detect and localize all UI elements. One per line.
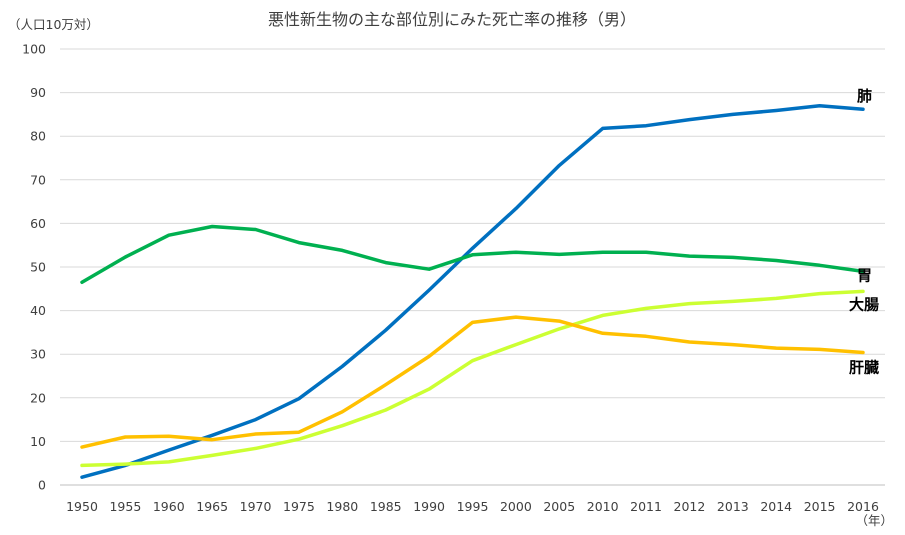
series-label-1: 胃 [857,266,872,284]
x-tick-label: 2011 [630,499,662,514]
y-tick-label: 60 [30,216,46,231]
x-axis-ticks: 1950 1955 1960 1965 1970 1975 1980 1985 1990 1995… [66,499,879,514]
x-tick-label: 2013 [717,499,749,514]
gridlines [60,48,885,486]
x-tick-label: 1960 [153,499,185,514]
x-tick-label: 2016 [847,499,879,514]
series-label-2: 大腸 [849,295,879,313]
y-tick-label: 80 [30,129,46,144]
chart-title: 悪性新生物の主な部位別にみた死亡率の推移（男） [268,10,636,29]
y-axis-ticks: 0 10 20 30 40 50 60 70 80 90 100 [22,42,46,493]
x-tick-label: 2012 [674,499,706,514]
x-tick-label: 1990 [413,499,445,514]
x-tick-label: 1950 [66,499,98,514]
x-tick-label: 1995 [457,499,489,514]
series-lines [80,103,865,479]
series-label-0: 肺 [857,87,872,105]
x-tick-label: 1980 [326,499,358,514]
y-tick-label: 20 [30,390,46,405]
x-tick-label: 2010 [587,499,619,514]
y-tick-label: 50 [30,260,46,275]
x-tick-label: 2014 [760,499,792,514]
series-label-3: 肝臓 [849,358,879,376]
y-tick-label: 100 [22,42,46,57]
series-line-2 [80,289,865,468]
x-tick-label: 2015 [804,499,836,514]
series-line-3 [80,315,865,449]
y-tick-label: 90 [30,85,46,100]
x-tick-label: 1955 [109,499,141,514]
y-tick-label: 30 [30,347,46,362]
x-axis-unit-label: （年） [855,513,893,528]
y-tick-label: 40 [30,303,46,318]
x-tick-label: 2005 [543,499,575,514]
x-tick-label: 1985 [370,499,402,514]
x-tick-label: 2000 [500,499,532,514]
x-tick-label: 1965 [196,499,228,514]
series-line-0 [80,103,865,479]
y-tick-label: 70 [30,172,46,187]
x-tick-label: 1975 [283,499,315,514]
series-line-1 [80,224,865,285]
y-tick-label: 10 [30,434,46,449]
y-tick-label: 0 [38,478,46,493]
x-tick-label: 1970 [240,499,272,514]
y-axis-unit-label: （人口10万対） [8,17,99,32]
